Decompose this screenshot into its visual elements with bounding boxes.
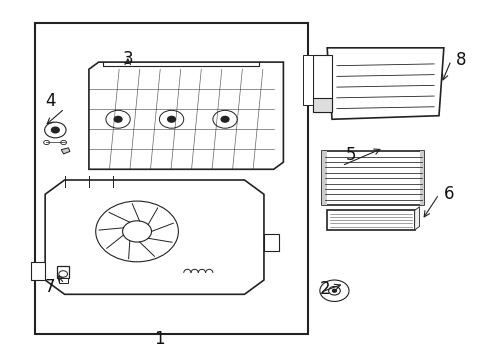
Text: 2: 2 [319,280,329,298]
Bar [322,152,424,205]
Circle shape [332,289,336,292]
Circle shape [114,116,122,122]
Bar [312,55,331,112]
Text: 7: 7 [45,278,55,296]
Bar [35,23,307,334]
Bar [57,266,69,278]
Text: 5: 5 [346,146,356,164]
Circle shape [51,127,59,133]
Bar [30,262,45,280]
Bar [326,210,414,230]
Polygon shape [302,55,312,105]
Polygon shape [45,180,264,294]
Bar [312,98,331,112]
Bar [322,152,326,205]
Text: 4: 4 [45,93,55,111]
Text: 8: 8 [455,51,465,69]
Circle shape [167,116,175,122]
Bar [59,278,67,283]
Bar [419,152,424,205]
Polygon shape [326,48,443,119]
Polygon shape [414,207,419,230]
Polygon shape [61,148,70,154]
Circle shape [221,116,228,122]
Text: 1: 1 [154,330,164,348]
Text: 3: 3 [122,50,133,68]
Polygon shape [89,62,283,169]
Text: 6: 6 [443,185,453,203]
Bar [264,234,278,251]
